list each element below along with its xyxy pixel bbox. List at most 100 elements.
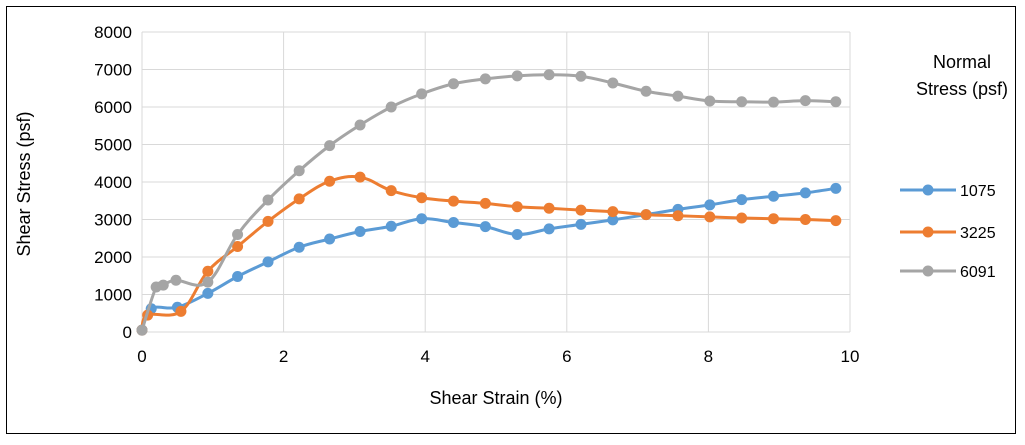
legend-label: 3225	[960, 225, 996, 242]
data-point	[704, 211, 716, 223]
data-point	[543, 69, 555, 81]
data-point	[672, 210, 684, 222]
data-point	[136, 324, 148, 336]
gridlines	[141, 31, 851, 333]
y-tick-label: 3000	[94, 211, 132, 230]
data-point	[170, 274, 182, 286]
chart-frame: 0 1000 2000 3000 4000 5000 6000 7000 8000 0 2 4 6 8 10…	[6, 6, 1016, 434]
legend-items: 1075 3225 6091	[900, 183, 996, 281]
x-tick-label: 4	[420, 347, 429, 366]
data-point	[202, 276, 214, 288]
series-6091	[136, 69, 842, 336]
data-point	[448, 78, 460, 90]
data-point	[262, 194, 274, 206]
data-point	[354, 171, 366, 183]
series-3225	[136, 171, 842, 336]
data-point	[543, 223, 555, 235]
data-point	[385, 185, 397, 197]
y-tick-label: 8000	[94, 23, 132, 42]
data-point	[768, 96, 780, 108]
data-point	[704, 95, 716, 107]
legend-label: 6091	[960, 264, 996, 281]
data-point	[704, 199, 716, 211]
data-point	[354, 226, 366, 237]
y-tick-label: 4000	[94, 173, 132, 192]
data-point	[736, 212, 748, 224]
legend-swatch-marker	[922, 265, 934, 277]
data-point	[511, 201, 523, 213]
data-point	[354, 119, 366, 131]
x-tick-label: 0	[137, 347, 146, 366]
data-point	[799, 95, 811, 107]
x-tick-label: 8	[704, 347, 713, 366]
data-point	[385, 101, 397, 113]
data-point	[385, 220, 397, 232]
data-point	[830, 182, 842, 194]
data-point	[830, 96, 842, 108]
legend-title-line1: Normal	[933, 52, 991, 72]
data-point	[448, 195, 460, 207]
line-chart: 0 1000 2000 3000 4000 5000 6000 7000 8000 0 2 4 6 8 10…	[14, 23, 1008, 408]
y-tick-label: 1000	[94, 286, 132, 305]
y-tick-label: 0	[123, 323, 132, 342]
data-point	[202, 265, 214, 277]
data-point	[479, 197, 491, 209]
y-tick-label: 5000	[94, 136, 132, 155]
data-point	[511, 70, 523, 82]
data-point	[511, 229, 523, 240]
legend-item-6091: 6091	[900, 264, 996, 281]
data-point	[640, 85, 652, 97]
data-point	[157, 279, 169, 291]
y-tick-label: 6000	[94, 98, 132, 117]
data-point	[543, 202, 555, 214]
data-point	[640, 209, 652, 221]
legend-label: 1075	[960, 183, 996, 200]
data-point	[830, 215, 842, 227]
y-tick-label: 2000	[94, 248, 132, 267]
y-tick-label: 7000	[94, 61, 132, 80]
data-point	[575, 70, 587, 82]
data-point	[232, 241, 244, 252]
data-point	[202, 287, 214, 299]
legend-swatch-marker	[922, 226, 934, 238]
data-point	[736, 96, 748, 108]
legend: Normal Stress (psf) 1075 3225 6091	[900, 52, 1008, 281]
data-point	[607, 206, 619, 218]
legend-item-3225: 3225	[900, 225, 996, 242]
data-point	[607, 77, 619, 89]
legend-item-1075: 1075	[900, 183, 996, 200]
series-line	[140, 186, 837, 331]
data-point	[448, 217, 460, 228]
x-tick-label: 2	[279, 347, 288, 366]
data-point	[324, 140, 336, 152]
data-point	[607, 214, 619, 226]
data-point	[672, 90, 684, 102]
data-point	[575, 218, 587, 230]
data-point	[799, 187, 811, 199]
data-point	[768, 190, 780, 202]
data-point	[262, 256, 274, 268]
data-point	[262, 215, 274, 227]
series-lines	[136, 69, 842, 336]
x-axis-title: Shear Strain (%)	[429, 388, 562, 408]
data-point	[324, 233, 336, 245]
legend-swatch-marker	[922, 184, 934, 196]
data-point	[416, 213, 428, 225]
data-point	[768, 213, 780, 225]
data-point	[232, 229, 244, 240]
x-tick-label: 10	[841, 347, 860, 366]
data-point	[293, 241, 305, 253]
data-point	[479, 73, 491, 85]
x-tick-label: 6	[562, 347, 571, 366]
data-point	[416, 192, 428, 204]
tick-labels: 0 1000 2000 3000 4000 5000 6000 7000 8000 0 2 4 6 8 10	[94, 23, 859, 366]
legend-title-line2: Stress (psf)	[916, 79, 1008, 99]
data-point	[293, 193, 305, 205]
data-point	[416, 88, 428, 100]
data-point	[479, 221, 491, 233]
data-point	[175, 305, 187, 317]
data-point	[324, 175, 336, 187]
data-point	[736, 194, 748, 206]
y-axis-title: Shear Stress (psf)	[14, 111, 34, 256]
data-point	[232, 271, 244, 282]
